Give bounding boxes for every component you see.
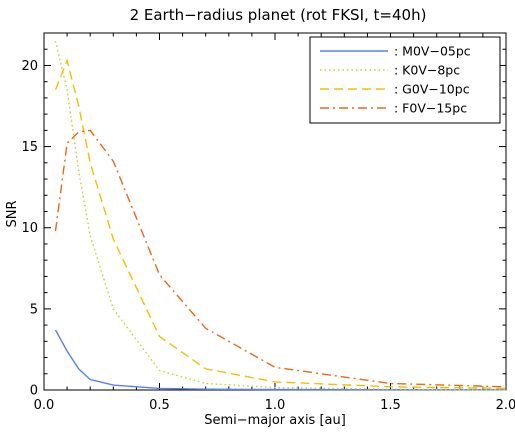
y-tick-label: 5 — [30, 302, 38, 317]
legend: : M0V−05pc : K0V−8pc : G0V−10pc : F0V−15pc — [309, 36, 501, 124]
y-axis-label: SNR — [5, 200, 20, 227]
legend-label-3: : F0V−15pc — [394, 101, 467, 116]
series-line-1 — [54, 40, 507, 391]
legend-label-2: : G0V−10pc — [394, 82, 470, 97]
chart-title: 2 Earth−radius planet (rot FKSI, t=40h) — [130, 6, 427, 24]
legend-label-0: : M0V−05pc — [394, 44, 471, 59]
series-line-3 — [54, 129, 507, 388]
series-group — [54, 40, 507, 391]
y-tick-label: 0 — [30, 384, 38, 399]
x-tick-label: 1.0 — [265, 398, 286, 413]
series-line-0 — [54, 329, 507, 391]
series-line-2 — [54, 58, 507, 390]
x-tick-label: 2.0 — [496, 398, 515, 413]
y-tick-label: 10 — [21, 221, 38, 236]
y-tick-label: 15 — [21, 140, 38, 155]
x-tick-label: 0.5 — [149, 398, 170, 413]
legend-label-1: : K0V−8pc — [394, 63, 460, 78]
axis-ticks: 0.0 0.5 1.0 1.5 2.0 0 5 10 15 20 — [21, 32, 515, 413]
x-tick-label: 0.0 — [34, 398, 55, 413]
x-tick-label: 1.5 — [380, 398, 401, 413]
x-axis-label: Semi−major axis [au] — [204, 413, 346, 428]
y-tick-label: 20 — [21, 59, 38, 74]
